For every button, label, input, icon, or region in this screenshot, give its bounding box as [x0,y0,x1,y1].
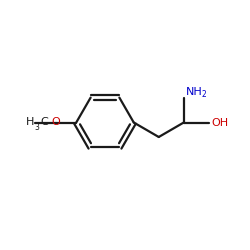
Text: OH: OH [212,118,229,128]
Text: O: O [52,117,60,127]
Text: C: C [40,117,48,127]
Text: NH: NH [186,87,202,97]
Text: H: H [26,117,34,127]
Text: 3: 3 [34,123,40,132]
Text: 2: 2 [201,90,206,99]
